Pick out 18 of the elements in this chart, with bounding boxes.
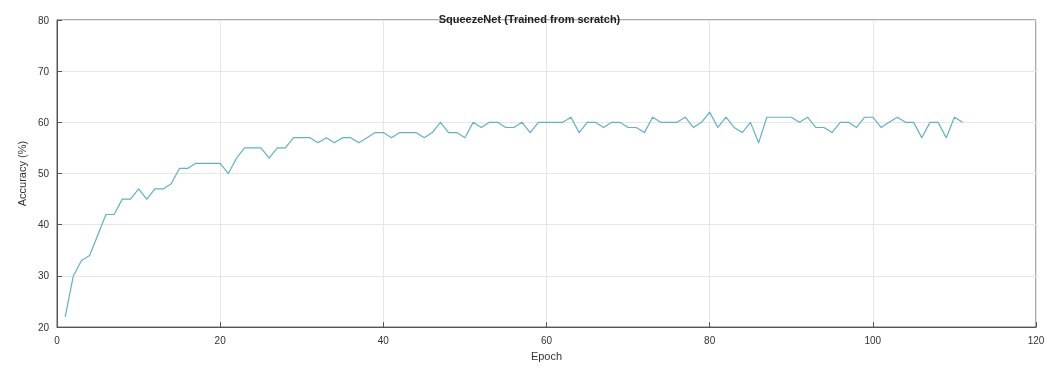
y-tick-label: 80 bbox=[37, 14, 50, 26]
x-tick-label: 120 bbox=[1027, 334, 1045, 346]
chart-title: SqueezeNet (Trained from scratch) bbox=[438, 12, 621, 25]
x-tick-label: 80 bbox=[704, 334, 716, 346]
x-tick-label: 0 bbox=[54, 334, 61, 346]
y-axis-title: Accuracy (%) bbox=[15, 140, 28, 207]
x-tick-label: 20 bbox=[214, 334, 227, 346]
y-tick-label: 60 bbox=[37, 116, 50, 128]
x-tick-label: 100 bbox=[864, 334, 882, 346]
y-tick-label: 70 bbox=[37, 65, 50, 77]
y-tick-label: 40 bbox=[37, 219, 50, 231]
y-tick-label: 20 bbox=[37, 321, 50, 333]
x-tick-label: 40 bbox=[377, 334, 390, 346]
x-axis-title: Epoch bbox=[530, 349, 563, 362]
line-series bbox=[64, 111, 964, 318]
y-tick-label: 50 bbox=[37, 168, 50, 180]
x-tick-label: 60 bbox=[540, 334, 553, 346]
y-tick-label: 30 bbox=[37, 270, 50, 282]
